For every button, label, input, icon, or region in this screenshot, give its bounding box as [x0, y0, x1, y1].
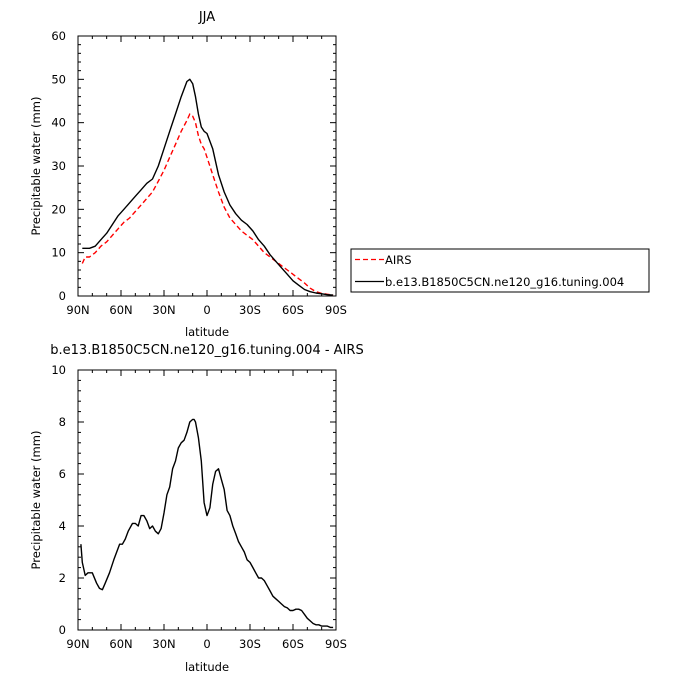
x-tick-label: 90S — [325, 303, 347, 317]
x-tick-label: 90N — [66, 637, 89, 651]
y-tick-label: 6 — [59, 467, 66, 481]
x-tick-label: 90S — [325, 637, 347, 651]
x-tick-label: 60S — [282, 303, 304, 317]
bottom-chart-title: b.e13.B1850C5CN.ne120_g16.tuning.004 - A… — [50, 343, 363, 358]
series-line-model — [82, 78, 334, 296]
bottom-panel: b.e13.B1850C5CN.ne120_g16.tuning.004 - A… — [29, 343, 364, 674]
top-plot-area: 90N 60N 30N 0 30S 60S 90S 0 10 20 30 40 50 60 — [51, 29, 347, 317]
top-panel: JJA Precipitable water (mm) latitude 90N… — [29, 10, 650, 339]
legend-box — [350, 248, 650, 293]
y-tick-label: 2 — [59, 571, 66, 585]
y-tick-label: 20 — [51, 202, 66, 216]
x-tick-label: 30S — [239, 303, 261, 317]
x-tick-label: 0 — [203, 303, 210, 317]
series-line-airs — [81, 113, 334, 296]
legend-airs-label: AIRS — [385, 253, 412, 267]
top-chart-title: JJA — [198, 10, 215, 25]
x-tick-label: 90N — [66, 303, 89, 317]
x-tick-label: 30N — [152, 637, 175, 651]
x-tick-label: 0 — [203, 637, 210, 651]
y-tick-label: 4 — [59, 519, 66, 533]
bottom-plot-area: 90N 60N 30N 0 30S 60S 90S 0 2 4 6 8 10 — [51, 363, 347, 651]
bottom-x-axis-label: latitude — [185, 660, 229, 674]
y-tick-label: 10 — [51, 363, 66, 377]
x-tick-label: 60N — [109, 637, 132, 651]
x-tick-label: 30S — [239, 637, 261, 651]
y-tick-label: 8 — [59, 415, 66, 429]
y-tick-label: 60 — [51, 29, 66, 43]
plot-frame — [77, 369, 337, 631]
x-tick-label: 60N — [109, 303, 132, 317]
y-tick-label: 30 — [51, 159, 66, 173]
bottom-y-axis-label: Precipitable water (mm) — [29, 431, 43, 570]
top-x-axis-label: latitude — [185, 325, 229, 339]
y-tick-label: 0 — [59, 289, 66, 303]
y-tick-label: 50 — [51, 72, 66, 86]
y-tick-label: 40 — [51, 116, 66, 130]
x-tick-label: 30N — [152, 303, 175, 317]
y-tick-label: 10 — [51, 246, 66, 260]
x-tick-label: 60S — [282, 637, 304, 651]
plot-frame — [77, 35, 337, 297]
difference-line — [80, 418, 334, 629]
legend: AIRS b.e13.B1850C5CN.ne120_g16.tuning.00… — [350, 248, 650, 293]
legend-model-label: b.e13.B1850C5CN.ne120_g16.tuning.004 — [385, 275, 624, 289]
top-y-axis-label: Precipitable water (mm) — [29, 97, 43, 236]
y-tick-label: 0 — [59, 623, 66, 637]
